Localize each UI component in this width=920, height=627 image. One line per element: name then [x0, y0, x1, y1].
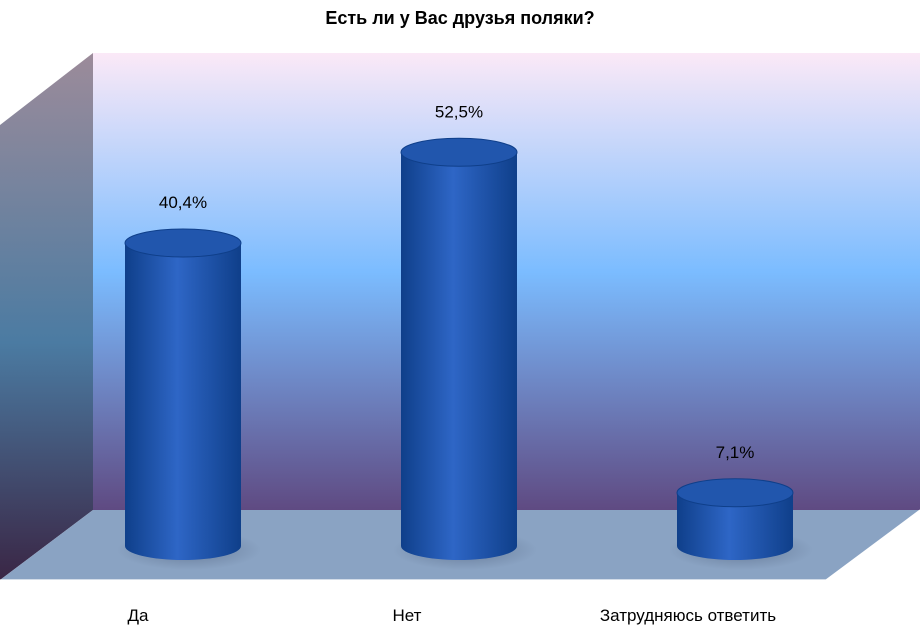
- data-label: 7,1%: [716, 443, 755, 462]
- bar-cylinder: [117, 228, 261, 570]
- data-label: 40,4%: [159, 193, 207, 212]
- x-tick-label: Да: [128, 606, 150, 625]
- bars: [117, 137, 813, 570]
- bar-cylinder: [669, 478, 813, 570]
- data-label: 52,5%: [435, 102, 483, 121]
- chart-title: Есть ли у Вас друзья поляки?: [325, 8, 594, 28]
- bar-body: [401, 152, 517, 560]
- x-tick-label: Затрудняюсь ответить: [600, 606, 776, 625]
- floor-edge-right: [825, 509, 920, 581]
- bar-top: [124, 228, 242, 258]
- x-tick-label: Нет: [393, 606, 422, 625]
- bar-top: [676, 478, 794, 508]
- side-wall: [0, 53, 93, 580]
- bar-body: [677, 492, 793, 560]
- bar-top: [400, 137, 518, 167]
- bar-cylinder: [393, 137, 537, 570]
- bar-body: [125, 243, 241, 560]
